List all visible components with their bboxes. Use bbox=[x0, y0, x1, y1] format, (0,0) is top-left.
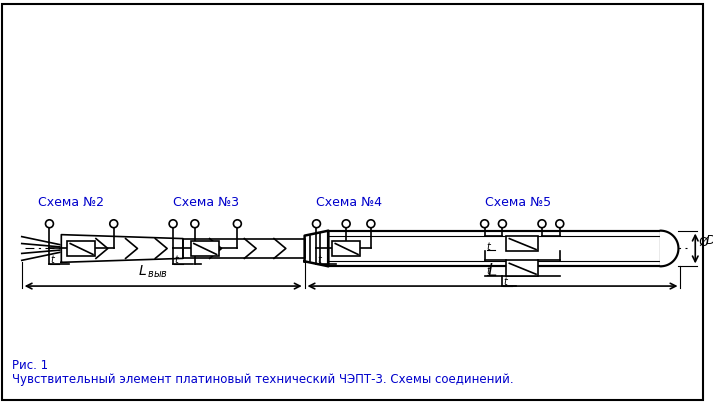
Text: Схема №5: Схема №5 bbox=[485, 196, 550, 209]
Bar bbox=[506, 236, 538, 251]
Text: Схема №3: Схема №3 bbox=[173, 196, 239, 209]
Text: Чувствительный элемент платиновый технический ЧЭПТ-3. Схемы соединений.: Чувствительный элемент платиновый технич… bbox=[12, 373, 513, 386]
Polygon shape bbox=[304, 231, 329, 266]
Text: $L$: $L$ bbox=[488, 262, 498, 280]
Text: t: t bbox=[486, 266, 491, 276]
Text: t: t bbox=[503, 277, 507, 287]
Polygon shape bbox=[183, 239, 304, 259]
Text: Схема №2: Схема №2 bbox=[38, 196, 103, 209]
Text: t: t bbox=[486, 242, 491, 252]
Bar bbox=[332, 240, 360, 257]
Text: D: D bbox=[705, 234, 713, 247]
Text: $L_{\,выв}$: $L_{\,выв}$ bbox=[138, 264, 168, 280]
Text: Схема №4: Схема №4 bbox=[317, 196, 382, 209]
Bar bbox=[506, 260, 538, 276]
Text: t: t bbox=[317, 255, 322, 265]
Text: t: t bbox=[51, 255, 54, 265]
Bar bbox=[67, 240, 95, 257]
Bar bbox=[329, 231, 661, 266]
Text: Рис. 1: Рис. 1 bbox=[12, 359, 48, 372]
Polygon shape bbox=[661, 231, 679, 266]
Text: Ø: Ø bbox=[698, 236, 708, 249]
Bar bbox=[191, 240, 219, 257]
Text: t: t bbox=[174, 255, 178, 265]
Polygon shape bbox=[61, 235, 183, 262]
